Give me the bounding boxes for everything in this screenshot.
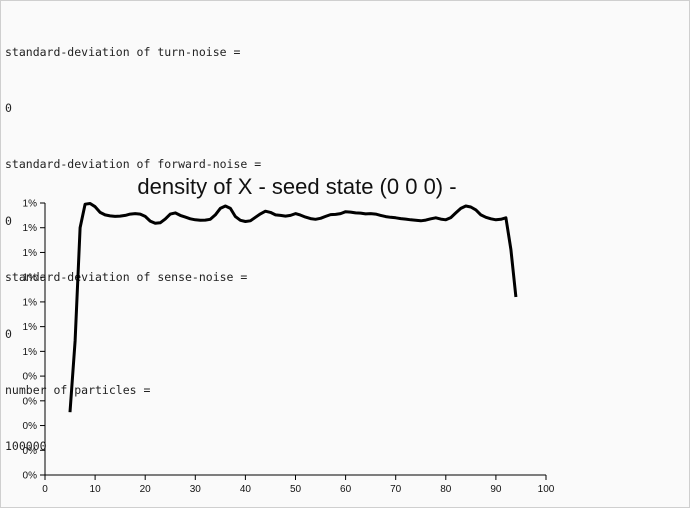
output-line: 0 (5, 213, 12, 228)
x-tick-label: 20 (140, 484, 152, 495)
x-tick-label: 60 (340, 484, 352, 495)
x-tick-label: 90 (490, 484, 502, 495)
y-tick-label: 1% (23, 223, 38, 234)
x-tick-label: 0 (42, 484, 48, 495)
x-tick-label: 10 (90, 484, 102, 495)
y-tick-label: 0% (23, 471, 38, 482)
x-tick-label: 30 (190, 484, 202, 495)
y-tick-label: 0% (23, 372, 38, 383)
output-line: 0 (5, 100, 12, 115)
chart-title: density of X - seed state (0 0 0) - (137, 174, 456, 199)
output-line: 100000 (5, 439, 47, 454)
x-tick-label: 100 (538, 484, 555, 495)
x-tick-label: 80 (440, 484, 452, 495)
y-tick-label: 1% (23, 273, 38, 284)
output-text: standard-deviation of turn-noise = 0 sta… (5, 5, 261, 494)
y-tick-label: 1% (23, 248, 38, 259)
chart-marks (68, 202, 518, 413)
output-line: 0 (5, 326, 12, 341)
y-tick-label: 0% (23, 446, 38, 457)
y-tick-label: 1% (23, 199, 38, 210)
density-series-line (68, 202, 518, 413)
y-tick-label: 0% (23, 396, 38, 407)
x-tick-label: 40 (240, 484, 252, 495)
output-line: number of particles = (5, 382, 151, 397)
y-tick-label: 0% (23, 421, 38, 432)
output-line: standard-deviation of turn-noise = (5, 44, 241, 59)
chart-axes: 0 10 20 30 40 50 60 70 80 90 100 0% 0% 0% 0% 0% 1% 1% 1% 1%… (23, 199, 555, 496)
y-tick-label: 1% (23, 347, 38, 358)
y-tick-label: 1% (23, 297, 38, 308)
x-tick-label: 70 (390, 484, 402, 495)
output-line: standard-deviation of sense-noise = (5, 270, 248, 285)
y-tick-label: 1% (23, 322, 38, 333)
x-tick-label: 50 (290, 484, 302, 495)
output-line: standard-deviation of forward-noise = (5, 157, 262, 172)
